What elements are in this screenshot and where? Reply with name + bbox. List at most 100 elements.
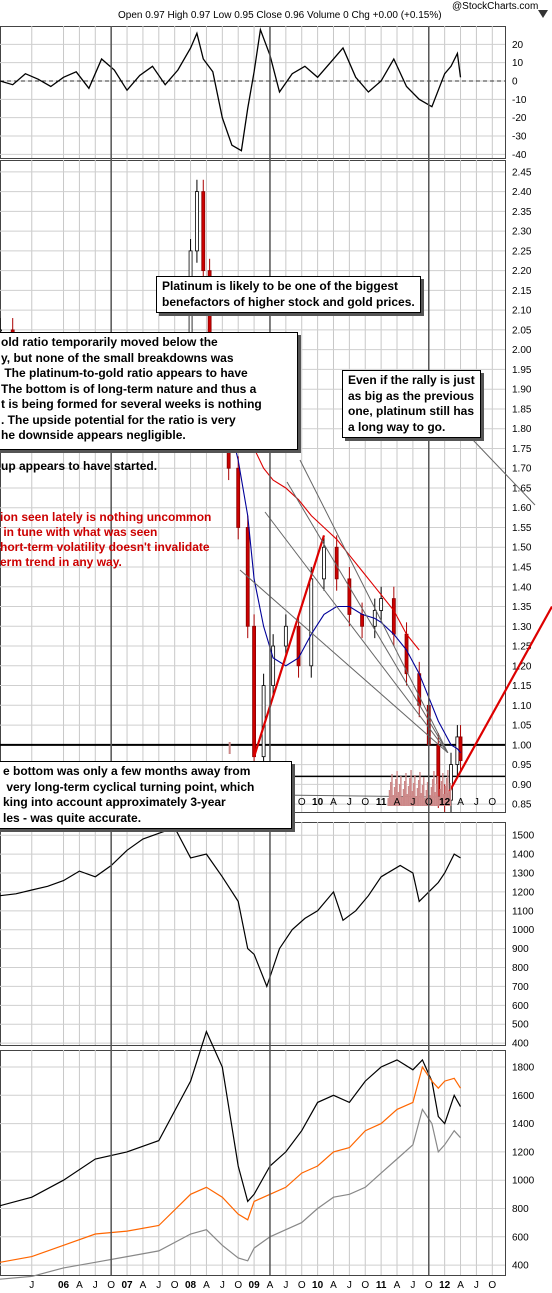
volume-bar [398,784,401,806]
y-tick-label: 2.10 [512,306,532,317]
y-tick-label: 1000 [512,1176,535,1187]
y-tick-label: 2.00 [512,345,532,356]
y-tick-label: 1.05 [512,721,532,732]
ratio-x-tick-label: 10 [312,797,324,808]
candle-body [417,673,422,706]
time-axis-label: 10 [312,1280,324,1291]
volume-bar [400,776,402,806]
volume-bar [390,782,392,806]
volume-bar [440,781,443,806]
candle-body [271,645,276,686]
y-tick-label: 2.30 [512,227,532,238]
time-axis-label: J [29,1280,34,1291]
time-axis-label: 07 [121,1280,133,1291]
y-tick-label: 1.65 [512,483,532,494]
metals-series-1 [0,1065,462,1263]
y-tick-label: 900 [512,944,529,955]
candle-body [458,736,463,762]
candle-body [360,614,364,627]
y-tick-label: 1.30 [512,622,532,633]
y-tick-label: 0.90 [512,780,532,791]
metals-series-0 [0,1029,462,1207]
volume-bar [392,795,394,806]
volume-bar [438,797,440,806]
y-tick-label: 10 [512,58,524,69]
volume-bar [434,792,436,806]
y-tick-label: 1.45 [512,563,532,574]
y-tick-label: 1400 [512,1119,535,1130]
time-axis-label: A [140,1280,147,1291]
time-axis-label: J [410,1280,415,1291]
y-tick-label: 1.00 [512,740,532,751]
time-axis-label: 06 [58,1280,70,1291]
volume-bar [388,790,391,806]
metals-series-2 [0,1107,461,1280]
y-tick-label: 2.20 [512,266,532,277]
y-tick-label: 1.40 [512,582,532,593]
oscillator-frame [0,26,506,159]
time-axis-label: 12 [439,1280,451,1291]
time-axis-label: O [298,1280,306,1291]
volume-bar [402,789,405,806]
time-axis-label: A [76,1280,83,1291]
trend-line-2012 [443,605,552,801]
annotation-ratio-bottom: old ratio temporarily moved below the y,… [0,332,298,473]
y-tick-label: 1.80 [512,424,532,435]
ratio-x-tick-label: O [298,797,306,808]
volume-bar [406,794,408,806]
candle-body [404,633,409,675]
y-tick-label: 1500 [512,831,535,842]
volume-bar [444,786,447,806]
ratio-x-tick-label: 12 [439,797,451,808]
y-tick-label: 1.75 [512,444,532,455]
sp500-series [0,826,461,989]
volume-bar [411,791,414,806]
volume-bar [448,791,450,806]
watermark: @StockCharts.com [452,1,538,12]
ratio-x-tick-label: J [410,797,415,808]
y-tick-label: 2.35 [512,207,532,218]
volume-bar [228,742,231,754]
pointer-line-0 [239,569,449,754]
trend-line-2009 [253,535,326,758]
time-axis-label: 08 [185,1280,197,1291]
candle-body [201,191,206,272]
volume-bar [443,794,445,806]
volume-bar [420,793,422,806]
volume-bar [417,780,420,806]
volume-bar [410,770,412,806]
y-tick-label: 1.25 [512,642,532,653]
candle-body [296,625,301,667]
candle-body [252,625,256,758]
volume-bar [396,771,398,806]
time-axis-label: 11 [376,1280,387,1291]
pointer-line-1 [264,511,449,754]
annotation-rally-size: Even if the rally is just as big as the … [342,370,481,438]
oscillator-series [0,27,462,152]
ratio-x-tick-label: A [330,797,337,808]
y-tick-label: 400 [512,1039,529,1050]
time-axis-label: O [361,1280,369,1291]
volume-bar [391,774,393,806]
volume-bar [414,775,416,806]
volume-bar [449,783,452,806]
y-tick-label: 500 [512,1020,529,1031]
volume-bar [401,797,403,806]
annotation-volatility: ion seen lately is nothing uncommon in t… [0,510,212,569]
volume-bar [424,798,426,806]
y-tick-label: 2.05 [512,325,532,336]
volume-bar [426,782,429,806]
volume-bar [416,788,419,806]
y-tick-label: 1.95 [512,365,532,376]
ratio-x-tick-label: A [457,797,464,808]
volume-bar [429,795,431,806]
y-tick-label: 2.40 [512,187,532,198]
volume-bar [445,778,448,806]
y-tick-label: 400 [512,1261,529,1272]
candle-body [347,578,352,615]
candle-body [322,546,326,580]
volume-bar [435,784,438,806]
candle-body [283,625,288,647]
y-tick-label: 1100 [512,906,534,917]
y-tick-label: 2.45 [512,167,532,178]
